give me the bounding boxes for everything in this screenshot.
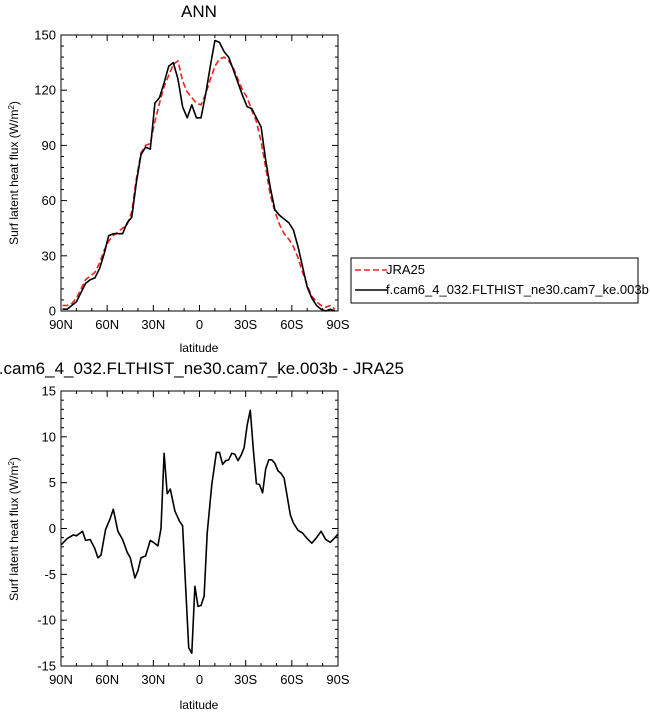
difference-panel: f.cam6_4_032.FLTHIST_ne30.cam7_ke.003b -… (0, 359, 404, 712)
plot-area: 90N 60N 30N 0 30S 60S 90S 0 30 60 90 120 150 (34, 28, 350, 333)
series-line-series-0 (60, 409, 339, 655)
y-tick-label: 5 (49, 475, 56, 490)
x-tick-label: 30N (141, 672, 165, 687)
y-tick-label: 150 (34, 28, 56, 43)
y-axis-label: Surf latent heat flux (W/m2) (7, 457, 21, 601)
series-line-f-cam6-4-032-flthist-ne30-cam7-ke-003b (62, 39, 336, 312)
y-tick-label: -15 (37, 659, 56, 674)
legend-label-model: f.cam6_4_032.FLTHIST_ne30.cam7_ke.003b (386, 282, 649, 297)
x-tick-label: 90S (326, 317, 349, 332)
y-tick-label: 90 (42, 138, 56, 153)
x-tick-label: 0 (196, 672, 203, 687)
chart-title: ANN (181, 2, 217, 21)
x-tick-label: 60N (95, 317, 119, 332)
chart-title: f.cam6_4_032.FLTHIST_ne30.cam7_ke.003b -… (0, 359, 404, 378)
plot-area: 90N 60N 30N 0 30S 60S 90S -15 -10 -5 0 5 10 15 (37, 384, 350, 688)
y-tick-label: 10 (42, 429, 56, 444)
y-tick-label: 15 (42, 384, 56, 399)
legend-box (350, 257, 639, 304)
y-tick-label: 120 (34, 83, 56, 98)
x-tick-label: 60S (280, 317, 303, 332)
y-tick-label: 60 (42, 193, 56, 208)
x-tick-label: 30S (234, 672, 257, 687)
legend-label-jra25: JRA25 (386, 262, 425, 277)
legend: JRA25 f.cam6_4_032.FLTHIST_ne30.cam7_ke.… (350, 257, 649, 304)
axis-ticks: 90N 60N 30N 0 30S 60S 90S -15 -10 -5 0 5 10 15 (37, 384, 350, 688)
mean-flux-panel: ANN 90N 60N 30N 0 30S 60S 90S 0 30 60 90 120 150 lat… (7, 2, 350, 355)
x-tick-label: 60N (95, 672, 119, 687)
y-axis-label: Surf latent heat flux (W/m2) (7, 101, 21, 245)
axis-ticks: 90N 60N 30N 0 30S 60S 90S 0 30 60 90 120 150 (34, 28, 350, 333)
y-tick-label: -10 (37, 613, 56, 628)
x-tick-label: 60S (280, 672, 303, 687)
x-tick-label: 30S (234, 317, 257, 332)
x-tick-label: 90S (326, 672, 349, 687)
x-axis-label: latitude (180, 698, 219, 712)
x-tick-label: 30N (141, 317, 165, 332)
y-tick-label: 0 (49, 521, 56, 536)
x-tick-label: 0 (196, 317, 203, 332)
y-tick-label: 0 (49, 304, 56, 319)
x-axis-label: latitude (180, 341, 219, 355)
x-tick-label: 90N (49, 672, 73, 687)
series-line-jra25 (62, 56, 336, 310)
x-tick-label: 90N (49, 317, 73, 332)
plot-frame (60, 34, 339, 312)
y-tick-label: -5 (44, 567, 56, 582)
y-tick-label: 30 (42, 248, 56, 263)
